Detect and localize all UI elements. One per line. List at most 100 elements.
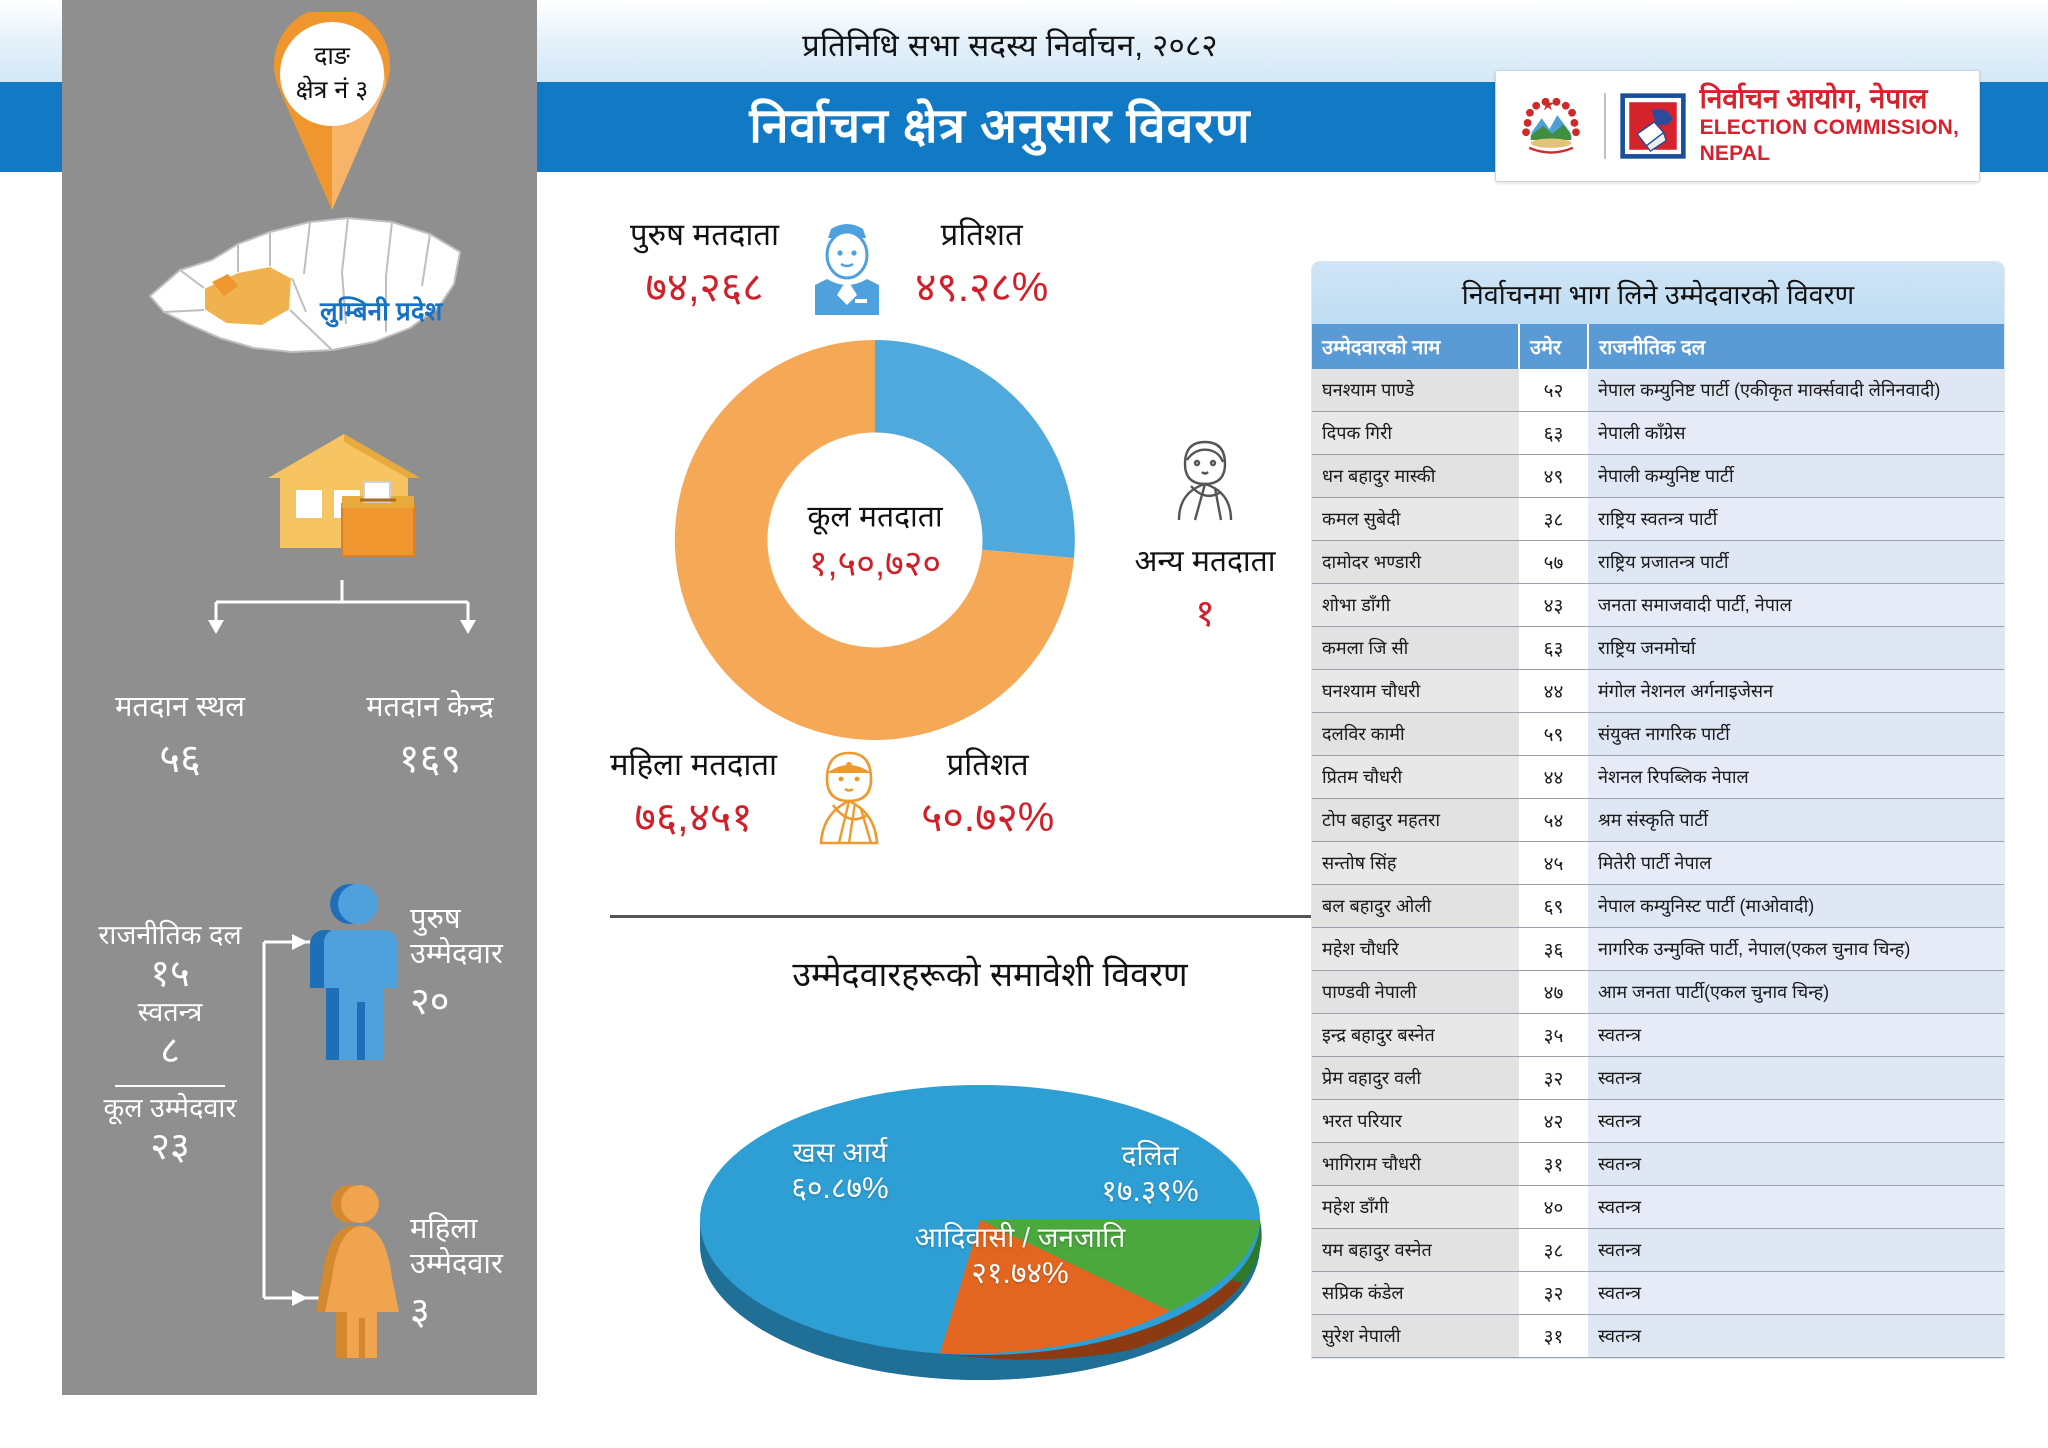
left-summary-panel: दाङ क्षेत्र नं ३ लुम्बिनी प्रदेश (62, 0, 537, 1395)
pie-val-janajati: २१.७४% (971, 1257, 1069, 1290)
polling-venue-label: मतदान स्थल (115, 691, 245, 723)
table-row[interactable]: पाण्डवी नेपाली ४७ आम जनता पार्टी(एकल चुनाव… (1312, 970, 2004, 1014)
total-candidates-label: कूल उम्मेदवार (103, 1092, 237, 1123)
cell-candidate-name: प्रेम वहादुर वली (1312, 1056, 1519, 1100)
pie-val-dalit: १७.३९% (1101, 1175, 1199, 1208)
table-row[interactable]: दिपक गिरी ६३ नेपाली काँग्रेस (1312, 411, 2004, 455)
cell-party: राष्ट्रिय स्वतन्त्र पार्टी (1588, 497, 2004, 541)
cell-candidate-name: सन्तोष सिंह (1312, 841, 1519, 885)
cell-age: ६३ (1519, 411, 1588, 455)
cell-age: ३६ (1519, 927, 1588, 971)
other-voter-icon (1177, 440, 1233, 521)
cell-age: ६९ (1519, 884, 1588, 928)
cell-candidate-name: यम बहादुर वस्नेत (1312, 1228, 1519, 1272)
female-candidate-icon (316, 1185, 399, 1358)
table-row[interactable]: दामोदर भण्डारी ५७ राष्ट्रिय प्रजातन्त्र पा… (1312, 540, 2004, 584)
candidate-split-arrows (262, 934, 320, 1306)
cell-candidate-name: दलविर कामी (1312, 712, 1519, 756)
male-voter-icon (815, 224, 880, 315)
cell-party: राष्ट्रिय प्रजातन्त्र पार्टी (1588, 540, 2004, 584)
cell-party: नेपाल कम्युनिस्ट पार्टी (माओवादी) (1588, 884, 2004, 928)
cell-age: ४० (1519, 1185, 1588, 1229)
cell-party: नेपाली कम्युनिष्ट पार्टी (1588, 454, 2004, 498)
voter-gender-donut-chart: कूल मतदाता १,५०,७२० (660, 325, 1090, 755)
table-row[interactable]: भरत परियार ४२ स्वतन्त्र (1312, 1099, 2004, 1143)
cell-age: ४४ (1519, 755, 1588, 799)
table-row[interactable]: यम बहादुर वस्नेत ३८ स्वतन्त्र (1312, 1228, 2004, 1272)
constituency-number: क्षेत्र नं ३ (295, 75, 369, 104)
cell-party: मंगोल नेशनल अर्गनाइजेसन (1588, 669, 2004, 713)
table-row[interactable]: कमला जि सी ६३ राष्ट्रिय जनमोर्चा (1312, 626, 2004, 670)
female-voter-count: महिला मतदाता ७६,४५१ (610, 746, 777, 843)
ballot-box-icon (1619, 93, 1686, 159)
col-party: राजनीतिक दल (1588, 324, 2004, 369)
male-voter-label: पुरुष मतदाता (630, 217, 780, 253)
table-row[interactable]: प्रितम चौधरी ४४ नेशनल रिपब्लिक नेपाल (1312, 755, 2004, 799)
pie-label-khas-arya: खस आर्य ६०.८७% (740, 1135, 940, 1208)
sum-divider (115, 1084, 225, 1087)
table-row[interactable]: महेश चौधरि ३६ नागरिक उन्मुक्ति पार्टी, नेप… (1312, 927, 2004, 971)
pie-label-janajati: आदिवासी / जनजाति २१.७४% (875, 1220, 1165, 1293)
female-voter-row: महिला मतदाता ७६,४५१ प्रतिशत ५०.७२% (610, 743, 1054, 847)
cell-party: नेपाल कम्युनिष्ट पार्टी (एकीकृत मार्क्सव… (1588, 369, 2004, 412)
pie-slice-janajati (940, 1220, 1170, 1354)
page-title: निर्वाचन क्षेत्र अनुसार विवरण (749, 100, 1251, 153)
table-row[interactable]: भागिराम चौधरी ३१ स्वतन्त्र (1312, 1142, 2004, 1186)
female-candidate-stat: महिला उम्मेदवार ३ (410, 1212, 537, 1336)
cell-candidate-name: दामोदर भण्डारी (1312, 540, 1519, 584)
table-row[interactable]: सन्तोष सिंह ४५ मितेरी पार्टी नेपाल (1312, 841, 2004, 885)
cell-party: स्वतन्त्र (1588, 1142, 2004, 1186)
female-voter-icon (819, 751, 879, 845)
cell-candidate-name: दिपक गिरी (1312, 411, 1519, 455)
cell-candidate-name: भरत परियार (1312, 1099, 1519, 1143)
pie-cat-janajati: आदिवासी / जनजाति (914, 1222, 1126, 1253)
cell-age: ३५ (1519, 1013, 1588, 1057)
table-row[interactable]: कमल सुबेदी ३८ राष्ट्रिय स्वतन्त्र पार्टी (1312, 497, 2004, 541)
total-candidates-value: २३ (150, 1125, 190, 1168)
candidate-summary-block: राजनीतिक दल १५ स्वतन्त्र ८ कूल उम्मेदवार… (62, 880, 537, 1380)
table-row[interactable]: सप्रिक कंडेल ३२ स्वतन्त्र (1312, 1271, 2004, 1315)
female-voter-percent: प्रतिशत ५०.७२% (921, 746, 1054, 843)
table-row[interactable]: इन्द्र बहादुर बस्नेत ३५ स्वतन्त्र (1312, 1013, 2004, 1057)
other-voter-label: अन्य मतदाता (1134, 545, 1276, 578)
cell-party: स्वतन्त्र (1588, 1056, 2004, 1100)
nepal-map-shape (148, 216, 462, 354)
cell-party: जनता समाजवादी पार्टी, नेपाल (1588, 583, 2004, 627)
table-row[interactable]: महेश डाँगी ४० स्वतन्त्र (1312, 1185, 2004, 1229)
cell-candidate-name: सुरेश नेपाली (1312, 1314, 1519, 1358)
candidate-table-card: निर्वाचनमा भाग लिने उम्मेदवारको विवरण उम… (1312, 262, 2004, 1358)
cell-party: स्वतन्त्र (1588, 1271, 2004, 1315)
cell-party: संयुक्त नागरिक पार्टी (1588, 712, 2004, 756)
cell-age: ३२ (1519, 1056, 1588, 1100)
table-row[interactable]: बल बहादुर ओली ६९ नेपाल कम्युनिस्ट पार्टी (… (1312, 884, 2004, 928)
pie-cat-dalit: दलित (1121, 1140, 1179, 1171)
other-voter-value: १ (1195, 593, 1215, 635)
table-row[interactable]: टोप बहादुर महतरा ५४ श्रम संस्कृति पार्टी (1312, 798, 2004, 842)
cell-age: ३१ (1519, 1314, 1588, 1358)
cell-candidate-name: कमला जि सी (1312, 626, 1519, 670)
table-row[interactable]: दलविर कामी ५९ संयुक्त नागरिक पार्टी (1312, 712, 2004, 756)
table-row[interactable]: सुरेश नेपाली ३१ स्वतन्त्र (1312, 1314, 2004, 1358)
female-candidate-label: महिला उम्मेदवार (410, 1213, 503, 1280)
cell-candidate-name: पाण्डवी नेपाली (1312, 970, 1519, 1014)
male-voter-percent: प्रतिशत ४९.२८% (915, 216, 1048, 313)
table-row[interactable]: शोभा डाँगी ४३ जनता समाजवादी पार्टी, नेपाल (1312, 583, 2004, 627)
table-row[interactable]: घनश्याम पाण्डे ५२ नेपाल कम्युनिष्ट पार्टी … (1312, 369, 2004, 412)
location-pin-icon (274, 12, 390, 210)
cell-age: ४२ (1519, 1099, 1588, 1143)
cell-candidate-name: शोभा डाँगी (1312, 583, 1519, 627)
province-label: लुम्बिनी प्रदेश (320, 296, 443, 326)
table-row[interactable]: घनश्याम चौधरी ४४ मंगोल नेशनल अर्गनाइजेसन (1312, 669, 2004, 713)
candidate-table-title: निर्वाचनमा भाग लिने उम्मेदवारको विवरण (1312, 262, 2004, 324)
table-row[interactable]: प्रेम वहादुर वली ३२ स्वतन्त्र (1312, 1056, 2004, 1100)
female-voter-label: महिला मतदाता (610, 747, 778, 783)
election-commission-logo: निर्वाचन आयोग, नेपाल ELECTION COMMISSION… (1495, 70, 1980, 182)
center-column: पुरुष मतदाता ७४,२६८ प्रतिशत ४९.२८% (560, 215, 1420, 1395)
polling-venue-stat: मतदान स्थल ५६ (80, 690, 280, 784)
cell-candidate-name: प्रितम चौधरी (1312, 755, 1519, 799)
table-row[interactable]: धन बहादुर मास्की ४९ नेपाली कम्युनिष्ट पार्… (1312, 454, 2004, 498)
nepal-emblem-icon (1522, 97, 1580, 154)
candidate-inclusion-pie-chart: खस आर्य ६०.८७% आदिवासी / जनजाति २१.७४% द… (610, 1030, 1350, 1390)
female-voter-value: ७६,४५१ (634, 793, 753, 840)
